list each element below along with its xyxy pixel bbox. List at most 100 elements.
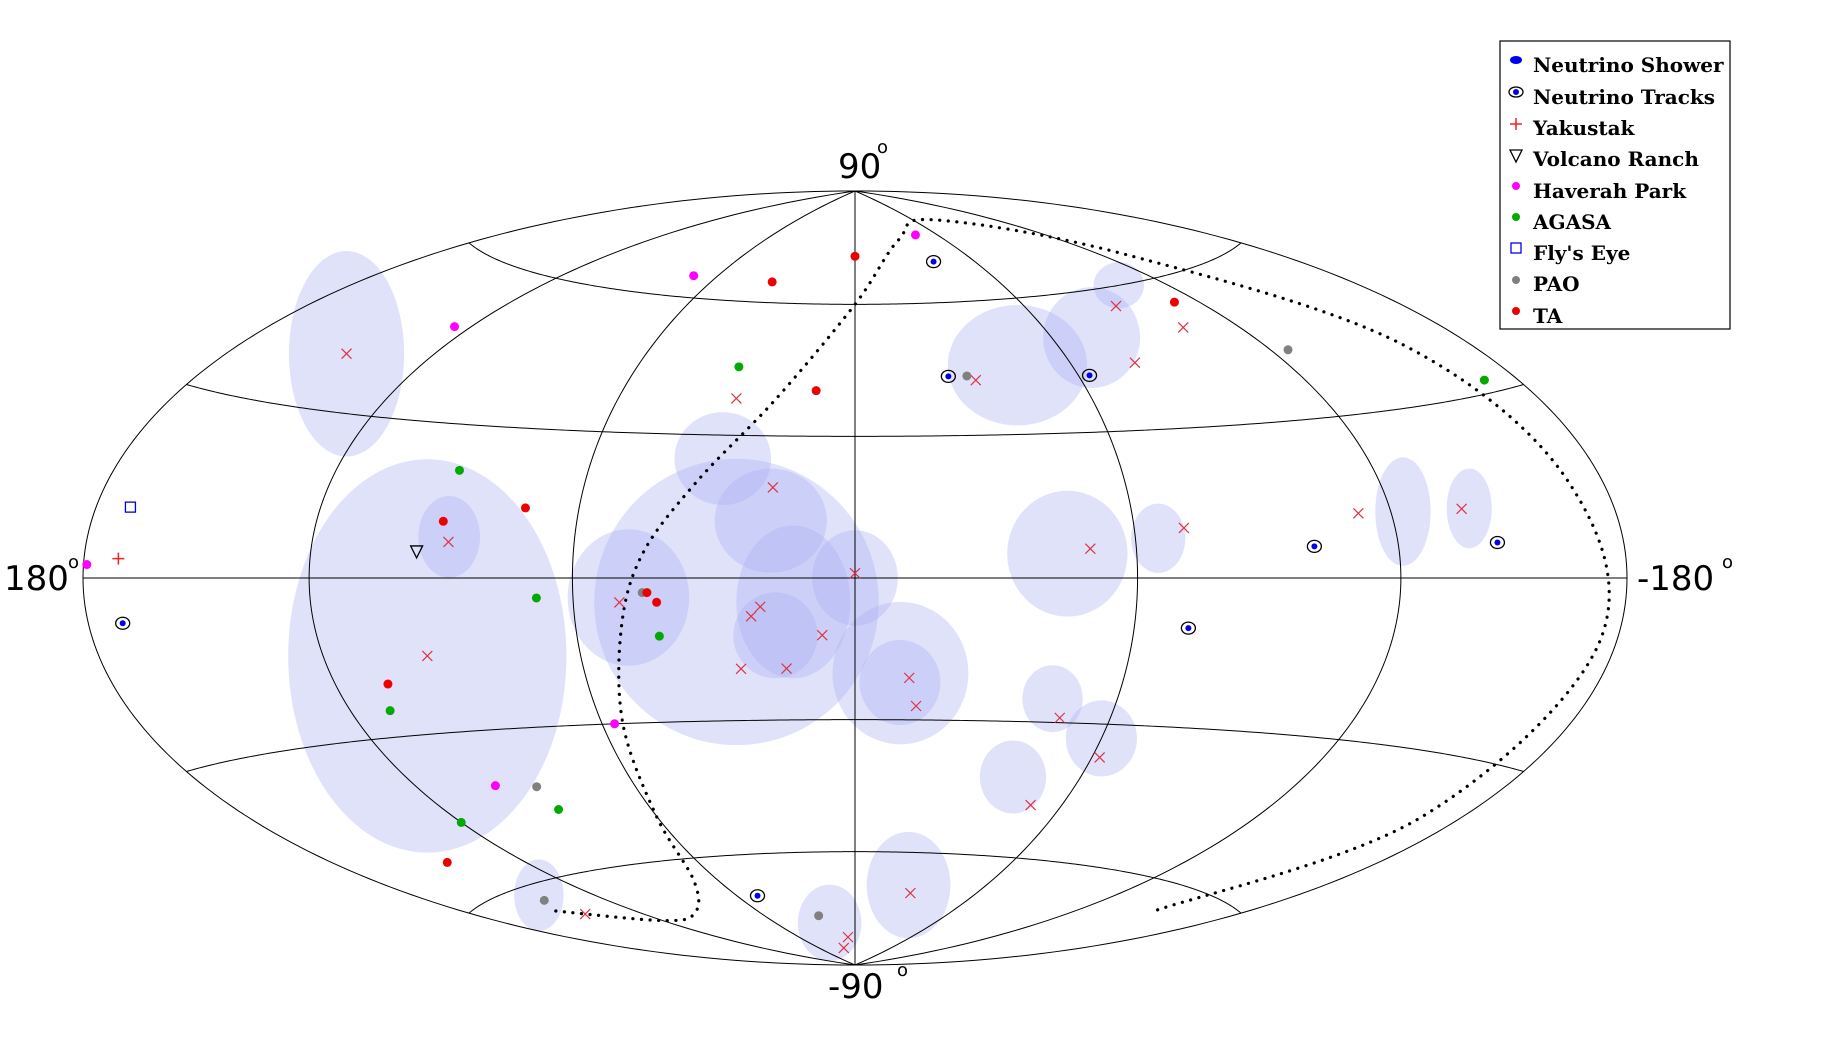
hotspot-region (1022, 665, 1083, 733)
ta-dot (811, 386, 821, 396)
pao-dot (532, 782, 542, 792)
ta-dot (642, 588, 652, 598)
yakustak-plus (112, 552, 125, 565)
legend-item-yakustak: Yakustak (1510, 116, 1636, 140)
neutrino-track-dot (1494, 539, 1501, 546)
hotspot-center-cross (838, 942, 850, 954)
legend-label: AGASA (1532, 210, 1612, 234)
agasa-dot (531, 593, 541, 603)
neutrino-track-dot (754, 892, 761, 899)
degree-left: o (68, 552, 79, 573)
ta-dot (1169, 297, 1179, 307)
legend-label: Fly's Eye (1533, 241, 1630, 265)
square-marker-icon (1510, 242, 1522, 254)
haverah-park-dot (82, 560, 92, 570)
haverah-park-dot (689, 271, 699, 281)
hotspot-center-cross (735, 663, 747, 675)
neutrino-track-ring (749, 889, 766, 903)
haverah-park-dot (450, 322, 460, 332)
neutrino-tracks-marker-icon (1508, 86, 1524, 98)
neutrino-track-dot (1311, 543, 1318, 550)
hotspot-center-cross (903, 672, 915, 684)
hotspot-region (1375, 457, 1431, 566)
hotspot-center-cross (341, 348, 352, 360)
hotspot-region (1446, 468, 1492, 549)
hotspot-center-cross (1054, 712, 1066, 724)
hotspot-center-cross (730, 393, 742, 404)
legend-label: Neutrino Shower (1533, 53, 1724, 77)
agasa-dot (734, 362, 744, 372)
hotspot-center-cross (904, 887, 916, 899)
volcano-ranch-triangle (409, 545, 424, 560)
hotspot-center-cross (754, 601, 766, 613)
hotspot-region (1043, 287, 1141, 388)
hotspot-center-cross (849, 567, 861, 579)
agasa-dot (385, 706, 395, 716)
neutrino-track-ring (1306, 539, 1323, 554)
hotspot-center-cross (910, 700, 922, 712)
legend-item-agasa: AGASA (1512, 210, 1612, 234)
hotspot-center-cross (816, 629, 828, 641)
legend-label: PAO (1533, 272, 1580, 296)
legend-label: Haverah Park (1533, 179, 1687, 203)
hotspot-region (979, 740, 1047, 814)
triangle-down-icon (1508, 149, 1524, 164)
hotspot-center-cross (1456, 503, 1468, 515)
hotspot-center-cross (1084, 543, 1096, 555)
legend-label: TA (1533, 304, 1563, 328)
hotspot-center-cross (1129, 357, 1141, 369)
hotspot-center-cross (745, 610, 757, 622)
hotspot-region (714, 468, 827, 573)
legend: Neutrino Shower Neutrino Tracks Yakustak… (1499, 40, 1731, 330)
agasa-dot (456, 817, 466, 827)
haverah-park-dot (610, 719, 620, 729)
hotspot-region (832, 601, 969, 745)
legend-item-ta: TA (1512, 304, 1563, 328)
legend-box (1499, 40, 1731, 330)
hotspot-center-cross (579, 908, 591, 920)
neutrino-track-dot (1086, 372, 1093, 379)
legend-item-haverah-park: Haverah Park (1512, 179, 1687, 203)
neutrino-track-ring (1489, 535, 1506, 550)
plus-marker-icon (1510, 118, 1522, 130)
hotspot-region (594, 458, 879, 746)
neutrino-track-ring (1081, 368, 1098, 383)
neutrino-shower-marker-icon (1510, 56, 1522, 64)
ta-dot (767, 277, 777, 287)
supergalactic-plane (554, 217, 1611, 923)
ta-dot (438, 516, 448, 526)
legend-item-neutrino-shower: Neutrino Shower (1510, 53, 1724, 77)
hotspot-region (418, 495, 481, 578)
degree-bottom: o (897, 960, 908, 981)
hotspot-center-cross (421, 650, 433, 662)
neutrino-track-dot (119, 620, 126, 627)
ta-dot (850, 251, 860, 261)
neutrino-track-dot (945, 373, 952, 380)
hotspot-region (859, 640, 941, 726)
axis-label-left: 180 (4, 559, 69, 599)
hotspot-region (567, 529, 690, 666)
hotspot-region (797, 884, 862, 962)
grid-parallel (186, 719, 1524, 772)
coordinate-grid (82, 190, 1628, 966)
neutrino-track-ring (1180, 621, 1197, 635)
flys-eye-square (124, 501, 137, 513)
hotspot-region (947, 304, 1088, 426)
axis-label-right: -180 (1637, 559, 1714, 599)
haverah-park-dot (490, 781, 500, 791)
grid-parallel (186, 384, 1524, 437)
hotspot-region (1131, 503, 1186, 573)
hotspot-center-cross (1178, 522, 1190, 534)
ta-dot (442, 857, 452, 867)
haverah-park-dot (910, 230, 920, 240)
hotspot-center-cross (767, 481, 779, 493)
pao-dot (962, 371, 972, 381)
ta-dot (652, 597, 662, 607)
hotspot-center-cross (781, 663, 792, 674)
neutrino-track-dot (1185, 625, 1192, 632)
agasa-dot (554, 805, 564, 815)
legend-label: Volcano Ranch (1532, 147, 1699, 171)
neutrino-tracks-dot-icon (1513, 89, 1519, 95)
